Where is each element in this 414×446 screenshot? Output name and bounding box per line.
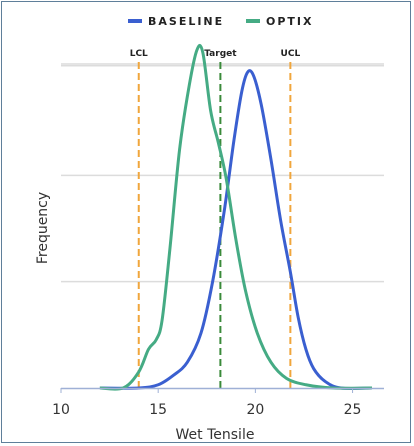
x-tick-label-25: 25 — [344, 402, 362, 418]
legend-swatch-optix — [246, 19, 260, 23]
x-tick-label-20: 20 — [246, 402, 264, 418]
legend-label-baseline: BASELINE — [148, 15, 224, 28]
reference-lines: LCL Target UCL — [130, 49, 301, 388]
x-tick-label-15: 15 — [149, 402, 167, 418]
axis-titles: Wet Tensile Frequency — [35, 192, 254, 443]
legend: BASELINE OPTIX — [128, 15, 314, 28]
series-line-optix — [99, 43, 373, 391]
x-axis: 10 15 20 25 — [52, 387, 384, 418]
x-axis-title: Wet Tensile — [176, 427, 255, 443]
ref-label-target: Target — [204, 49, 237, 59]
legend-label-optix: OPTIX — [266, 15, 314, 28]
series-line-baseline — [99, 69, 373, 390]
y-axis-title: Frequency — [35, 192, 51, 264]
ref-label-lcl: LCL — [130, 49, 148, 59]
x-tick-label-10: 10 — [52, 402, 70, 418]
ref-label-ucl: UCL — [281, 49, 301, 59]
gridlines — [61, 63, 384, 283]
legend-swatch-baseline — [128, 19, 142, 23]
series-group — [99, 43, 373, 391]
